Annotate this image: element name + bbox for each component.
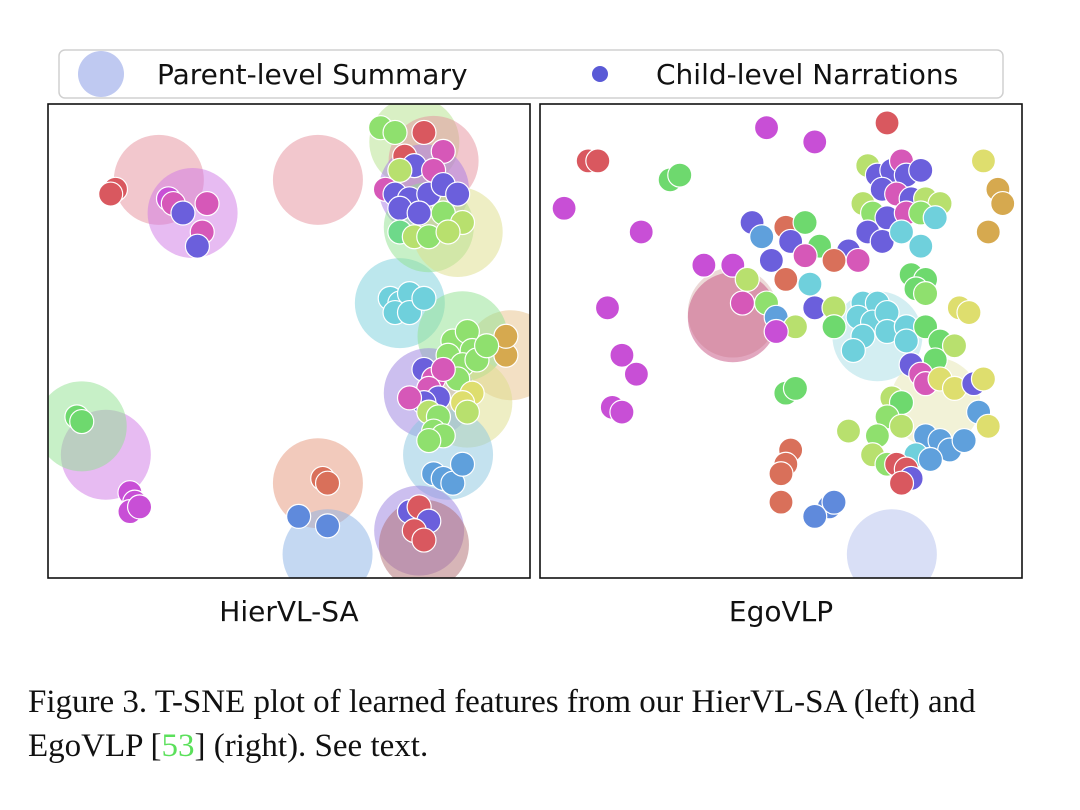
child-narration-point xyxy=(792,209,818,236)
child-narration-point xyxy=(835,418,862,444)
child-narration-point xyxy=(951,427,977,454)
child-narration-point xyxy=(792,243,818,269)
child-narration-point xyxy=(314,470,341,496)
caption-text-start: Figure 3. T-SNE plot of learned features… xyxy=(28,684,976,764)
child-narration-point xyxy=(941,333,968,359)
child-narration-point xyxy=(396,385,423,411)
child-narration-point xyxy=(782,375,809,401)
child-narration-point xyxy=(430,356,456,383)
child-narration-point xyxy=(821,247,847,274)
child-narration-point xyxy=(411,527,437,553)
child-narration-point xyxy=(888,470,915,496)
child-narration-point xyxy=(802,129,828,155)
child-narration-point xyxy=(445,181,471,207)
child-narration-point xyxy=(763,318,789,345)
child-narration-point xyxy=(667,162,693,188)
child-narration-point xyxy=(768,461,794,487)
legend-parent-marker xyxy=(78,51,124,97)
plot-area-hiervl-sa xyxy=(48,104,530,578)
child-narration-point xyxy=(753,115,780,141)
child-narration-point xyxy=(411,285,437,311)
parent-summary-point xyxy=(687,272,778,363)
child-narration-point xyxy=(551,195,577,221)
child-narration-point xyxy=(170,200,196,226)
child-narration-point xyxy=(893,328,919,354)
child-narration-point xyxy=(734,266,760,292)
child-narration-point xyxy=(623,361,650,387)
child-narration-point xyxy=(970,366,997,392)
child-narration-point xyxy=(975,219,1001,245)
child-narration-point xyxy=(194,190,220,217)
child-narration-point xyxy=(628,219,654,245)
child-narration-point xyxy=(609,399,635,425)
child-narration-point xyxy=(913,281,939,307)
child-narration-point xyxy=(387,157,413,183)
child-narration-point xyxy=(908,157,934,183)
child-narration-point xyxy=(888,413,915,439)
child-narration-point xyxy=(454,399,480,425)
child-narration-point xyxy=(888,219,915,245)
child-narration-point xyxy=(845,247,871,274)
child-narration-point xyxy=(416,427,442,454)
child-narration-point xyxy=(758,247,784,274)
figure-caption: Figure 3. T-SNE plot of learned features… xyxy=(28,680,1058,768)
child-narration-point xyxy=(474,333,500,359)
child-narration-point xyxy=(729,290,756,316)
parent-summary-point xyxy=(272,134,363,225)
child-narration-point xyxy=(594,295,621,321)
x-axis-label-hiervl-sa: HierVL-SA xyxy=(219,595,358,628)
child-narration-point xyxy=(691,252,717,278)
panel-egovlp: EgoVLP xyxy=(539,103,1023,628)
child-narration-point xyxy=(975,413,1001,439)
plot-frame-egovlp xyxy=(539,103,1023,579)
child-narration-point xyxy=(184,233,211,259)
legend-parent-label: Parent-level Summary xyxy=(157,58,468,91)
child-narration-point xyxy=(585,148,611,174)
child-points-hiervl-sa xyxy=(64,115,519,553)
child-narration-point xyxy=(406,200,432,226)
child-narration-point xyxy=(874,110,900,136)
child-narration-point xyxy=(449,451,476,477)
child-narration-point xyxy=(314,513,341,539)
child-narration-point xyxy=(922,205,948,231)
child-narration-point xyxy=(797,271,823,297)
child-narration-point xyxy=(768,489,794,515)
child-narration-point xyxy=(821,489,847,515)
plot-area-egovlp xyxy=(551,110,1016,578)
child-narration-point xyxy=(69,408,95,435)
legend-child-label: Child-level Narrations xyxy=(656,58,958,91)
child-narration-point xyxy=(126,494,153,520)
citation-link[interactable]: 53 xyxy=(161,728,195,764)
legend-frame xyxy=(58,49,1004,99)
child-narration-point xyxy=(821,314,847,340)
child-narration-point xyxy=(908,233,934,259)
parent-summary-point xyxy=(846,509,937,578)
child-points-egovlp xyxy=(551,110,1016,529)
child-narration-point xyxy=(609,342,635,368)
child-narration-point xyxy=(917,446,944,473)
child-narration-point xyxy=(970,148,997,174)
child-narration-point xyxy=(840,337,866,364)
child-narration-point xyxy=(435,219,461,245)
child-narration-point xyxy=(98,181,124,207)
child-narration-point xyxy=(802,503,828,529)
plot-frame-hiervl-sa xyxy=(47,103,531,579)
child-narration-point xyxy=(286,503,312,529)
child-narration-point xyxy=(749,224,775,250)
child-narration-point xyxy=(773,266,799,292)
panel-hiervl-sa: HierVL-SA xyxy=(47,103,531,628)
child-narration-point xyxy=(382,119,408,146)
child-narration-point xyxy=(956,299,982,326)
legend: Parent-level Summary Child-level Narrati… xyxy=(58,49,1004,99)
legend-child-marker xyxy=(592,66,608,82)
child-narration-point xyxy=(990,190,1016,217)
x-axis-label-egovlp: EgoVLP xyxy=(729,595,833,628)
caption-text-end: ] (right). See text. xyxy=(194,728,429,764)
child-narration-point xyxy=(411,119,437,146)
